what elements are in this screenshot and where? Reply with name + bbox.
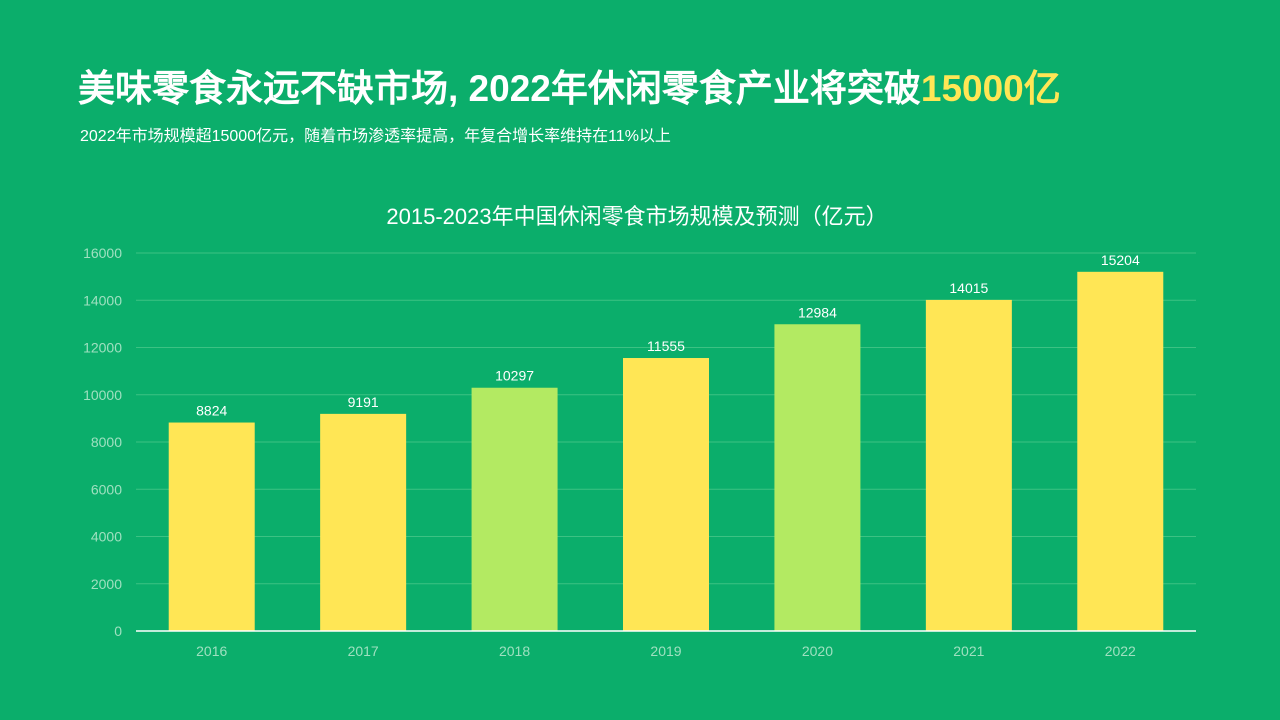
page-title-highlight: 15000亿 — [920, 68, 1061, 109]
data-label: 14015 — [949, 280, 988, 296]
bar — [925, 299, 1012, 631]
bar — [623, 358, 709, 631]
chart-bars: 8824 9191 10297 11555 12984 14015 15204 — [168, 252, 1164, 631]
x-axis: 2016 2017 2018 2019 2020 2021 2022 — [196, 643, 1136, 659]
y-tick-label: 12000 — [83, 340, 122, 356]
data-label: 9191 — [348, 394, 379, 410]
data-label: 11555 — [647, 338, 685, 354]
page-title-text: 美味零食永远不缺市场, 2022年休闲零食产业将突破 — [78, 68, 921, 109]
y-tick-label: 16000 — [83, 245, 122, 261]
y-axis: 0 2000 4000 6000 8000 10000 12000 14000 16000 — [83, 245, 122, 639]
x-tick-label: 2016 — [196, 643, 227, 659]
x-tick-label: 2017 — [348, 643, 379, 659]
y-tick-label: 6000 — [91, 481, 122, 497]
bar — [168, 422, 255, 631]
bar — [774, 324, 861, 631]
y-tick-label: 8000 — [91, 434, 122, 450]
bar — [471, 387, 558, 631]
chart-title: 2015-2023年中国休闲零食市场规模及预测（亿元） — [386, 204, 887, 229]
y-tick-label: 2000 — [91, 576, 122, 592]
data-label: 10297 — [495, 368, 534, 384]
y-tick-label: 14000 — [83, 292, 122, 308]
x-tick-label: 2019 — [650, 643, 681, 659]
y-tick-label: 4000 — [91, 529, 122, 545]
bar — [1077, 271, 1164, 631]
page-subtitle: 2022年市场规模超15000亿元，随着市场渗透率提高，年复合增长率维持在11%… — [80, 128, 671, 145]
page-title: 美味零食永远不缺市场, 2022年休闲零食产业将突破15000亿 — [78, 58, 1061, 112]
x-tick-label: 2022 — [1105, 643, 1136, 659]
x-tick-label: 2021 — [953, 643, 984, 659]
bar — [320, 413, 407, 631]
x-tick-label: 2020 — [802, 643, 833, 659]
data-label: 12984 — [798, 304, 837, 320]
y-tick-label: 10000 — [83, 387, 122, 403]
data-label: 15204 — [1101, 252, 1140, 268]
data-label: 8824 — [196, 403, 227, 419]
x-tick-label: 2018 — [499, 643, 530, 659]
y-tick-label: 0 — [114, 623, 122, 639]
